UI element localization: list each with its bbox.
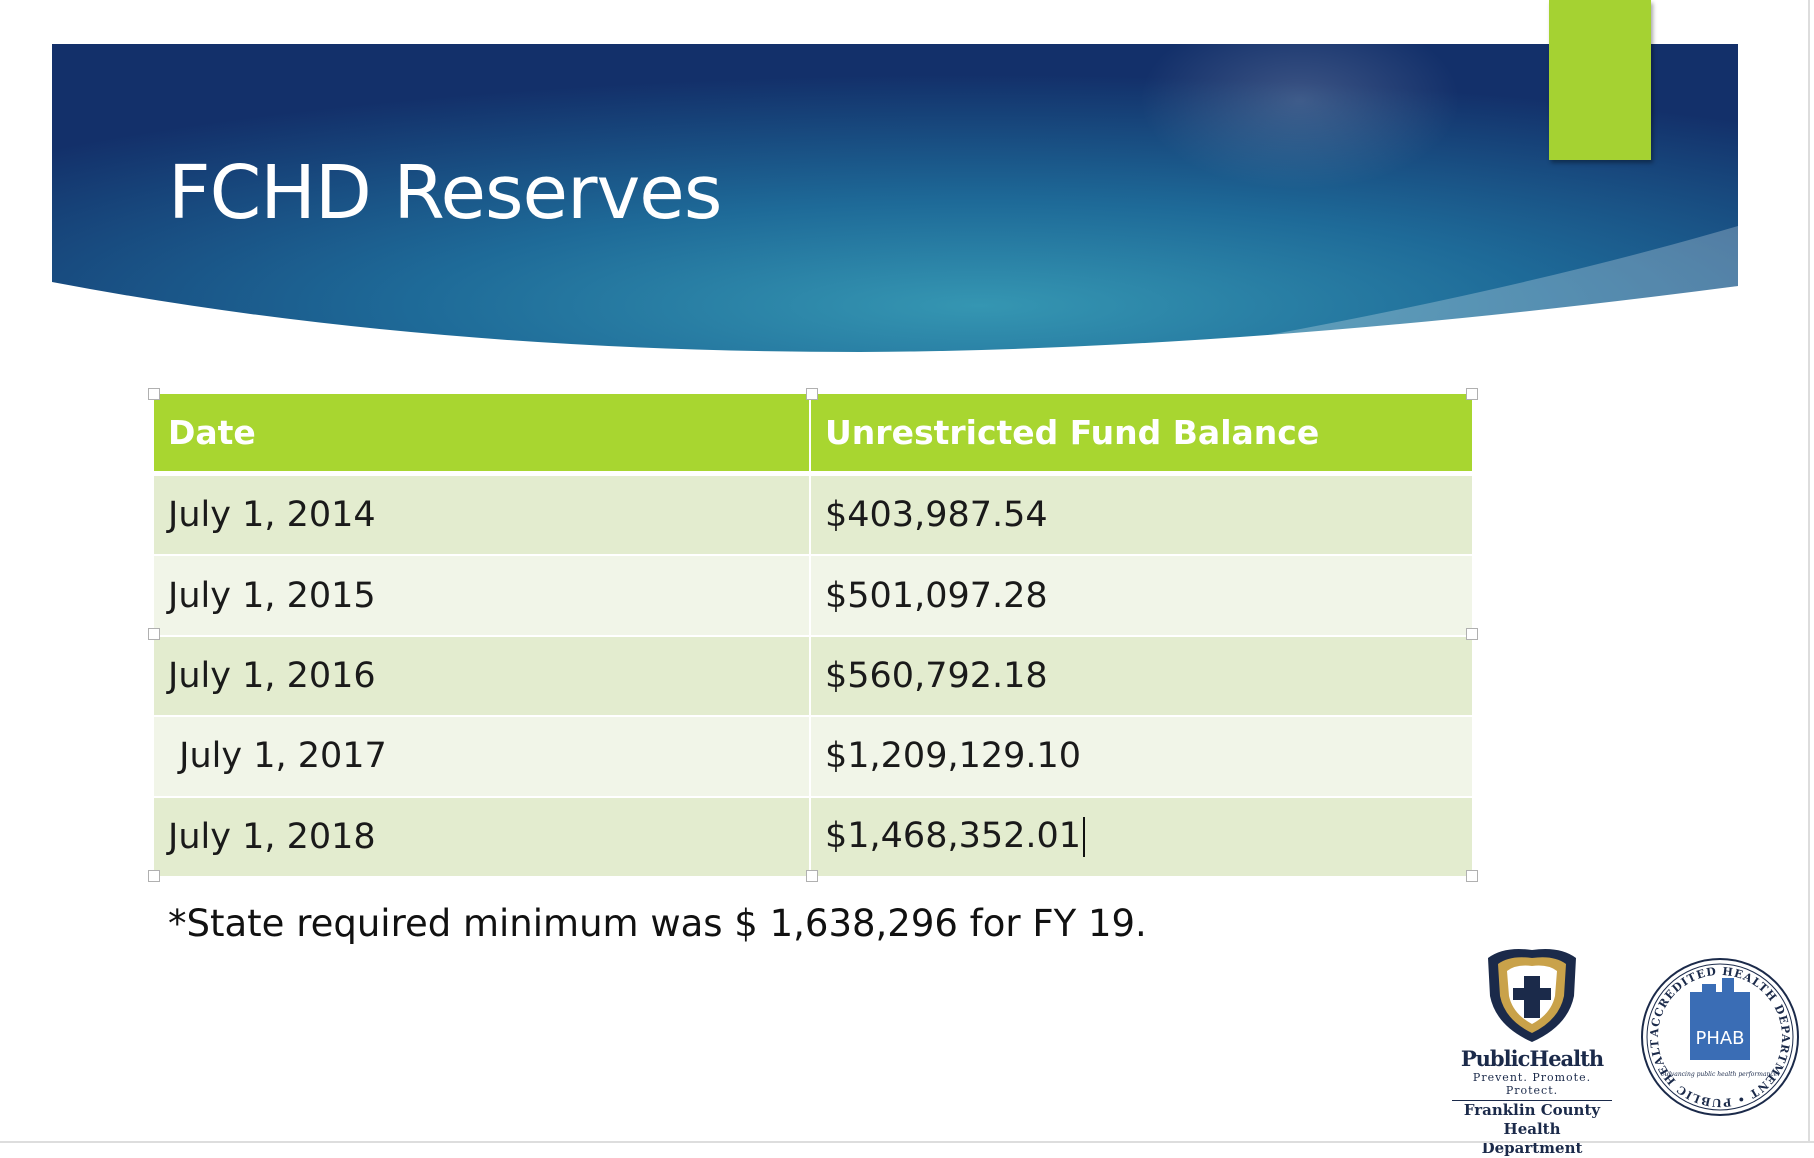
cell-date[interactable]: July 1, 2015 [154, 554, 811, 636]
title-banner [52, 10, 1738, 352]
cell-balance[interactable]: $501,097.28 [810, 554, 1472, 636]
seal-motto: Advancing public health performance [1662, 1071, 1778, 1078]
header-date: Date [154, 394, 811, 476]
logo-name: PublicHealth [1460, 1046, 1604, 1071]
reserves-table[interactable]: Date Unrestricted Fund Balance July 1, 2… [154, 394, 1472, 876]
cell-balance[interactable]: $403,987.54 [810, 472, 1472, 556]
resize-handle-middle-right[interactable] [1466, 628, 1478, 640]
text-caret [1083, 817, 1086, 858]
resize-handle-bottom-middle[interactable] [806, 870, 818, 882]
table-row: July 1, 2014 $403,987.54 [154, 472, 1472, 556]
resize-handle-bottom-left[interactable] [148, 870, 160, 882]
cell-balance-active[interactable]: $1,468,352.01 [810, 795, 1472, 876]
table-row: July 1, 2016 $560,792.18 [154, 634, 1472, 717]
slide-title: FCHD Reserves [168, 150, 722, 236]
logo-tagline: Prevent. Promote. Protect. [1452, 1071, 1612, 1101]
cell-balance[interactable]: $1,209,129.10 [810, 715, 1472, 797]
cell-date[interactable]: July 1, 2018 [154, 795, 811, 876]
logo-org-line1: Franklin County [1463, 1101, 1601, 1119]
public-health-logo: PublicHealth Prevent. Promote. Protect. … [1452, 944, 1612, 1157]
resize-handle-top-right[interactable] [1466, 388, 1478, 400]
seal-center: PHAB [1695, 1028, 1744, 1049]
phab-seal-icon: ACCREDITED HEALTH DEPARTMENT • PUBLIC HE… [1640, 944, 1799, 1116]
table-row: July 1, 2017 $1,209,129.10 [154, 715, 1472, 797]
header-balance: Unrestricted Fund Balance [810, 394, 1472, 476]
resize-handle-top-left[interactable] [148, 388, 160, 400]
table-row: July 1, 2018 $1,468,352.01 [154, 795, 1472, 876]
resize-handle-top-middle[interactable] [806, 388, 818, 400]
cell-date[interactable]: July 1, 2014 [154, 472, 811, 556]
accent-bar [1549, 0, 1651, 160]
footnote: *State required minimum was $ 1,638,296 … [168, 902, 1147, 945]
table-header-row: Date Unrestricted Fund Balance [154, 394, 1472, 476]
slide-border-bottom [0, 1141, 1814, 1143]
resize-handle-bottom-right[interactable] [1466, 870, 1478, 882]
cell-balance-text: $1,468,352.01 [825, 816, 1082, 857]
slide-border-right [1808, 0, 1810, 1143]
cell-date[interactable]: July 1, 2016 [154, 634, 811, 717]
cell-balance[interactable]: $560,792.18 [810, 634, 1472, 717]
cell-date[interactable]: July 1, 2017 [154, 715, 811, 797]
resize-handle-middle-left[interactable] [148, 628, 160, 640]
logo-org-line2: Health Department [1481, 1120, 1583, 1157]
table-row: July 1, 2015 $501,097.28 [154, 554, 1472, 636]
shield-cross-icon [1488, 949, 1576, 1042]
